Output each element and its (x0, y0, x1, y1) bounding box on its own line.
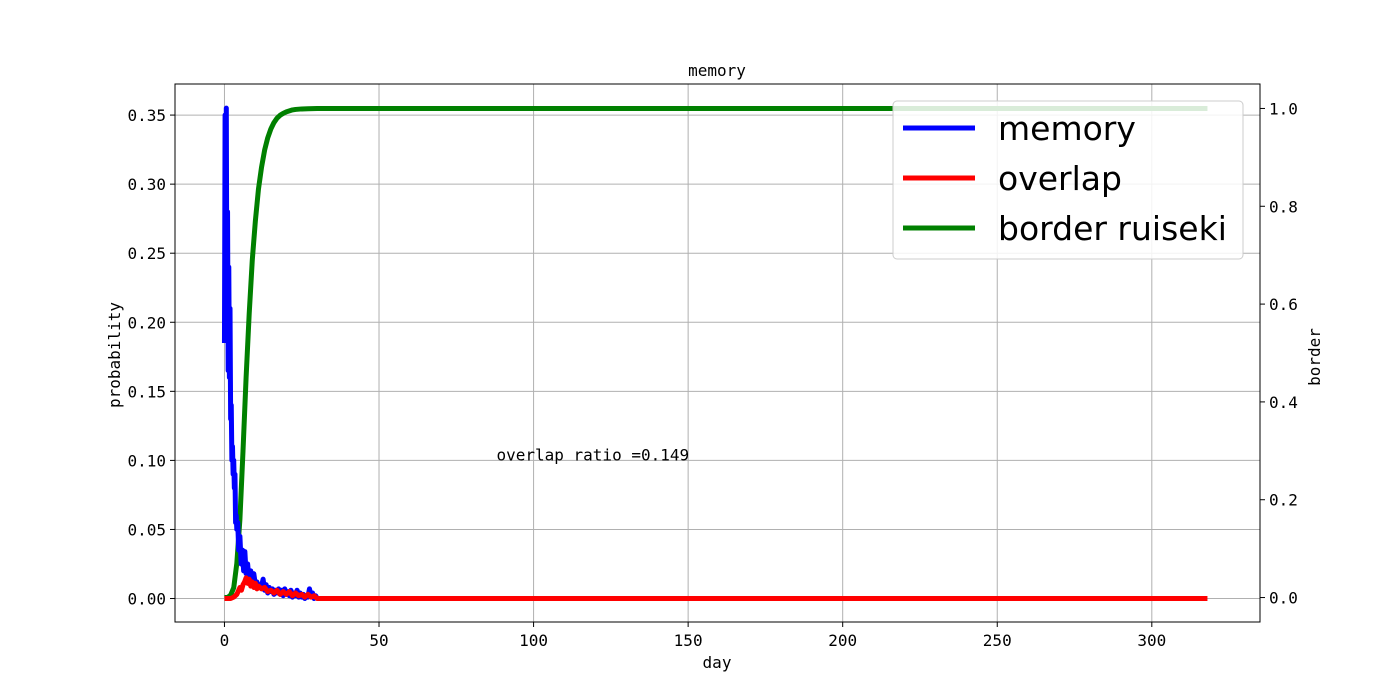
x-tick-label: 300 (1137, 631, 1166, 650)
x-axis-label: day (703, 653, 732, 672)
legend-label-memory: memory (998, 109, 1136, 148)
series-line-border-ruiseki (224, 105, 1208, 601)
legend-box (892, 100, 1244, 260)
legend-label-overlap: overlap (998, 159, 1122, 198)
x-tick-label: 0 (220, 631, 230, 650)
y-tick-label-right: 0.4 (1269, 393, 1298, 412)
overlap-ratio-annotation: overlap ratio =0.149 (496, 445, 689, 464)
legend: memory overlap border ruiseki (892, 100, 1244, 260)
axis-ticks: 0 50 100 150 200 250 300 0.00 0.05 0.10 0.15 0.20 0.… (127, 99, 1297, 650)
y-tick-label-left: 0.15 (127, 382, 166, 401)
y-axis-label-left: probability (105, 302, 124, 408)
y-tick-label-left: 0.05 (127, 520, 166, 539)
x-tick-label: 100 (519, 631, 548, 650)
x-tick-label: 250 (983, 631, 1012, 650)
y-tick-label-left: 0.30 (127, 175, 166, 194)
y-tick-label-right: 0.6 (1269, 295, 1298, 314)
series-lines (221, 105, 1208, 602)
series-line-memory (221, 105, 320, 602)
y-tick-label-left: 0.10 (127, 451, 166, 470)
series-line-overlap (224, 575, 1208, 602)
chart-title: memory (688, 61, 746, 80)
x-tick-label: 200 (828, 631, 857, 650)
y-tick-label-right: 0.0 (1269, 589, 1298, 608)
y-tick-label-left: 0.20 (127, 313, 166, 332)
y-tick-label-left: 0.25 (127, 244, 166, 263)
y-tick-label-left: 0.35 (127, 106, 166, 125)
plot-area-frame (174, 83, 1261, 623)
y-tick-label-right: 0.2 (1269, 491, 1298, 510)
x-tick-label: 50 (369, 631, 388, 650)
legend-label-border-ruiseki: border ruiseki (998, 209, 1227, 248)
y-tick-label-right: 0.8 (1269, 197, 1298, 216)
y-axis-label-right: border (1305, 328, 1324, 386)
y-tick-label-left: 0.00 (127, 590, 166, 609)
x-tick-label: 150 (674, 631, 703, 650)
y-tick-label-right: 1.0 (1269, 99, 1298, 118)
